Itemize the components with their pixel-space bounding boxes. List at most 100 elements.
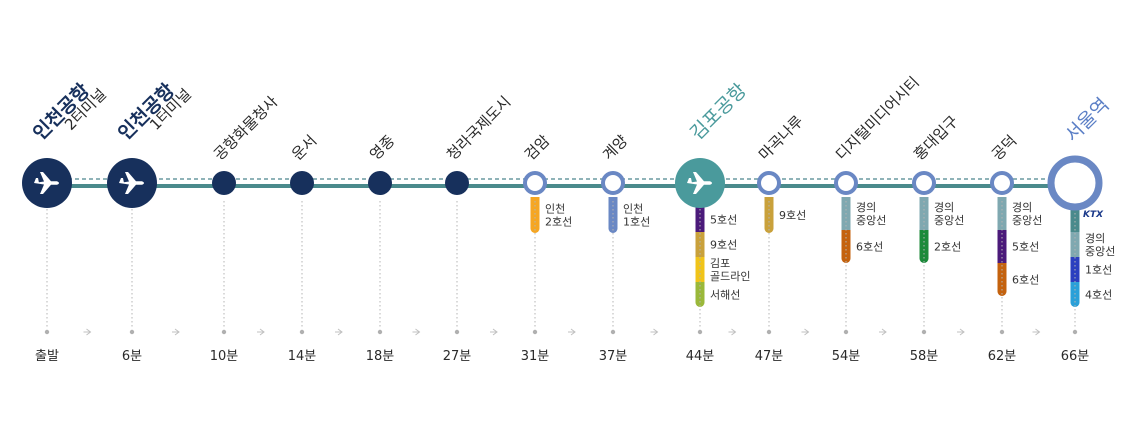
station-label-seoul: 서울역	[1061, 94, 1114, 147]
arrow-icon	[335, 328, 343, 336]
transfer-line-bar	[1070, 207, 1080, 232]
transfer-station-ring	[601, 171, 625, 195]
station-node-unseo	[290, 171, 314, 195]
station-label-gongdeok: 공덕	[988, 132, 1020, 164]
transfer-line-bar	[695, 232, 705, 257]
transfer-line-segment: 5호선	[695, 207, 737, 232]
transfer-line-label: 골드라인	[710, 270, 750, 283]
travel-time-label: 6분	[122, 349, 142, 364]
station-dot	[445, 171, 469, 195]
transfer-line-bar	[997, 263, 1007, 296]
transfer-station-ring	[912, 171, 936, 195]
station-name: 검암	[521, 131, 553, 163]
transfer-line-label: 경의	[934, 201, 954, 214]
transfer-line-label: 중앙선	[934, 214, 964, 227]
time-dot	[377, 329, 383, 335]
transfer-line-segment: 9호선	[764, 197, 806, 233]
transfer-line-segment: 6호선	[841, 230, 883, 263]
station-node-gyeyang	[601, 171, 625, 195]
station-label-geomam: 검암	[521, 131, 553, 163]
time-dot	[999, 329, 1005, 335]
station-node-t1	[107, 158, 157, 208]
transfer-line-segment: 9호선	[695, 232, 737, 257]
transfer-line-label: 4호선	[1085, 289, 1112, 302]
travel-time-label: 54분	[832, 349, 861, 364]
transfer-station-ring	[990, 171, 1014, 195]
arrow-icon	[568, 328, 576, 336]
transfer-line-bar	[1070, 232, 1080, 257]
station-name: 디지털미디어시티	[832, 73, 923, 164]
station-dot	[212, 171, 236, 195]
travel-time-label: 출발	[35, 349, 59, 364]
station-node-gongdeok	[990, 171, 1014, 195]
arrow-icon	[172, 328, 180, 336]
travel-time-label: 18분	[366, 349, 395, 364]
station-nodes	[22, 155, 1103, 211]
transfer-line-label: 경의	[1085, 232, 1105, 245]
station-name: 마곡나루	[755, 112, 807, 164]
arrow-icon	[879, 328, 887, 336]
station-name: 공항화물청사	[210, 92, 281, 163]
time-dot	[921, 329, 927, 335]
arrow-icon	[957, 328, 965, 336]
travel-time-label: 27분	[443, 349, 472, 364]
travel-time-label: 37분	[599, 349, 628, 364]
transfer-line-label: 중앙선	[856, 214, 886, 227]
transfer-station-ring	[757, 171, 781, 195]
transfer-line-label: 9호선	[710, 239, 737, 252]
station-label-cheongna: 청라국제도시	[443, 93, 514, 164]
travel-time-label: 47분	[755, 349, 784, 364]
transfer-line-label: 1호선	[623, 216, 650, 229]
station-name: 홍대입구	[910, 112, 962, 164]
transfer-line-label: 김포	[710, 257, 730, 270]
time-dot	[221, 329, 227, 335]
transfer-line-label: 5호선	[1012, 241, 1039, 254]
station-node-cargo	[212, 171, 236, 195]
transfer-line-label: 인천	[545, 202, 565, 216]
transfer-line-segment: 5호선	[997, 230, 1039, 263]
station-label-dmc: 디지털미디어시티	[832, 73, 923, 164]
station-label-hongik: 홍대입구	[910, 112, 962, 164]
travel-time-label: 62분	[988, 349, 1017, 364]
transfer-station-ring	[834, 171, 858, 195]
airplane-icon	[119, 172, 144, 194]
arrow-icon	[1032, 328, 1041, 336]
transfer-line-label: 6호선	[1012, 274, 1039, 287]
station-label-magoknaru: 마곡나루	[755, 112, 807, 164]
transfer-station-ring	[523, 171, 547, 195]
transfer-line-label: 경의	[856, 201, 876, 214]
transfer-line-bar	[608, 197, 618, 233]
arrow-icon	[801, 328, 810, 336]
transfer-line-segment: 4호선	[1070, 282, 1112, 307]
arrow-icon	[83, 328, 92, 336]
time-dot	[610, 329, 616, 335]
station-label-gyeyang: 계양	[599, 131, 631, 163]
arrow-icon	[650, 328, 659, 336]
time-dot	[454, 329, 460, 335]
station-dot	[290, 171, 314, 195]
transfer-line-segment: 서해선	[695, 282, 740, 307]
transfer-line-segment: KTX	[1070, 207, 1104, 232]
station-name: 청라국제도시	[443, 93, 514, 164]
station-label-cargo: 공항화물청사	[210, 92, 281, 163]
time-dot	[44, 329, 50, 335]
transfer-line-label: 서해선	[710, 288, 740, 302]
transfer-line-bar	[695, 207, 705, 232]
station-node-yeongjong	[368, 171, 392, 195]
station-node-seoul	[1047, 155, 1103, 211]
transfer-line-label: 5호선	[710, 214, 737, 227]
station-name: 공덕	[988, 132, 1020, 164]
transfer-line-label: 경의	[1012, 201, 1032, 214]
transfer-line-segment: 1호선	[1070, 257, 1112, 282]
transfer-line-label: 중앙선	[1085, 245, 1115, 258]
ktx-logo: KTX	[1083, 210, 1104, 220]
station-label-gimpo: 김포공항	[686, 80, 751, 145]
transfer-line-bar	[764, 197, 774, 233]
transfer-line-label: 인천	[623, 202, 643, 216]
